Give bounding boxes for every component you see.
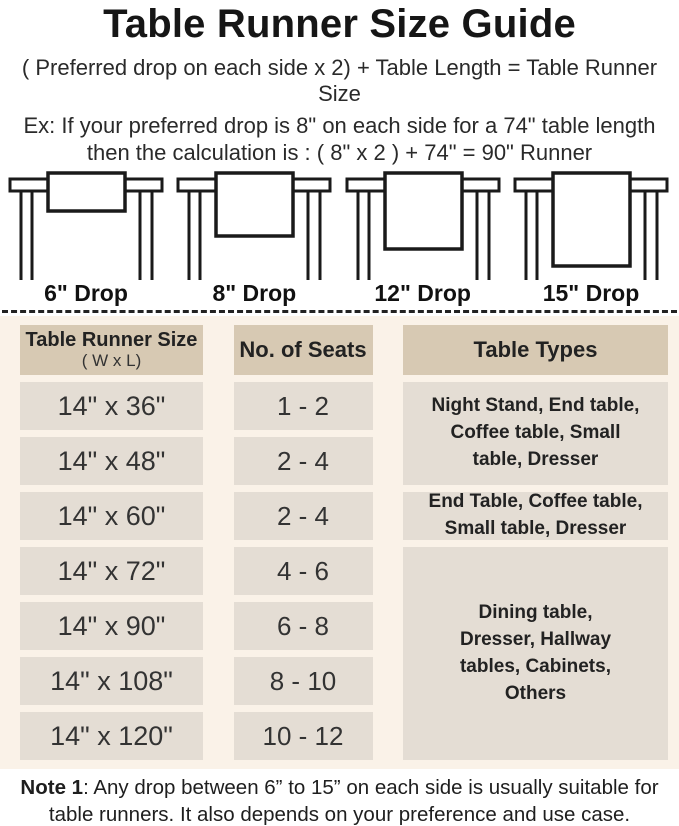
table-types-box-3: Dining table, Dresser, Hallway tables, C… bbox=[403, 547, 668, 761]
note-1: Note 1: Any drop between 6” to 15” on ea… bbox=[6, 775, 673, 826]
size-cell-row4: 14" x 72" bbox=[20, 547, 203, 596]
header-table-types: Table Types bbox=[403, 325, 668, 376]
size-cell-row5: 14" x 90" bbox=[20, 602, 203, 651]
note-1-text: : Any drop between 6” to 15” on each sid… bbox=[48, 776, 659, 826]
page-title: Table Runner Size Guide bbox=[103, 2, 576, 46]
header-no-of-seats: No. of Seats bbox=[233, 325, 373, 376]
seats-cell-row3: 2 - 4 bbox=[233, 492, 373, 541]
runner-shape bbox=[382, 171, 464, 251]
header-runner-size-sub: ( W x L) bbox=[81, 351, 142, 371]
size-cell-row2: 14" x 48" bbox=[20, 437, 203, 486]
table-types-box-1: Night Stand, End table, Coffee table, Sm… bbox=[403, 382, 668, 486]
example-line-2: then the calculation is : ( 8" x 2 ) + 7… bbox=[86, 140, 593, 166]
drop-label-12: 12" Drop bbox=[374, 280, 471, 307]
drop-illustrations-row bbox=[0, 166, 679, 281]
table-types-box-2: End Table, Coffee table, Small table, Dr… bbox=[403, 491, 668, 541]
size-cell-row1: 14" x 36" bbox=[20, 382, 203, 431]
seats-cell-row7: 10 - 12 bbox=[233, 712, 373, 761]
size-table-grid: Table Runner Size ( W x L) No. of Seats … bbox=[20, 325, 668, 761]
header-runner-size: Table Runner Size ( W x L) bbox=[20, 325, 203, 376]
table-runner-illustration-6-drop bbox=[8, 171, 164, 281]
drop-label-15: 15" Drop bbox=[542, 280, 640, 307]
runner-shape bbox=[214, 171, 296, 238]
size-cell-row6: 14" x 108" bbox=[20, 657, 203, 706]
size-cell-row7: 14" x 120" bbox=[20, 712, 203, 761]
header-no-of-seats-label: No. of Seats bbox=[239, 337, 367, 363]
formula-text: ( Preferred drop on each side x 2) + Tab… bbox=[21, 55, 658, 106]
example-line-1: Ex: If your preferred drop is 8" on each… bbox=[23, 113, 656, 138]
header-table-types-label: Table Types bbox=[473, 337, 598, 363]
size-cell-row3: 14" x 60" bbox=[20, 492, 203, 541]
table-runner-illustration-15-drop bbox=[513, 171, 669, 281]
table-runner-illustration-8-drop bbox=[176, 171, 332, 281]
seats-cell-row2: 2 - 4 bbox=[233, 437, 373, 486]
drop-label-8: 8" Drop bbox=[212, 280, 297, 307]
runner-shape bbox=[551, 171, 632, 268]
drop-labels-row: 6" Drop 8" Drop 12" Drop 15" Drop bbox=[0, 280, 679, 307]
notes-section: Note 1: Any drop between 6” to 15” on ea… bbox=[0, 769, 679, 826]
size-table-section: Table Runner Size ( W x L) No. of Seats … bbox=[0, 316, 679, 770]
runner-shape bbox=[46, 171, 127, 213]
drop-label-6: 6" Drop bbox=[44, 280, 128, 307]
seats-cell-row1: 1 - 2 bbox=[233, 382, 373, 431]
dashed-divider bbox=[2, 310, 677, 314]
note-1-label: Note 1 bbox=[20, 776, 84, 800]
seats-cell-row6: 8 - 10 bbox=[233, 657, 373, 706]
seats-cell-row5: 6 - 8 bbox=[233, 602, 373, 651]
table-runner-illustration-12-drop bbox=[345, 171, 501, 281]
header-runner-size-title: Table Runner Size bbox=[25, 329, 198, 352]
seats-cell-row4: 4 - 6 bbox=[233, 547, 373, 596]
